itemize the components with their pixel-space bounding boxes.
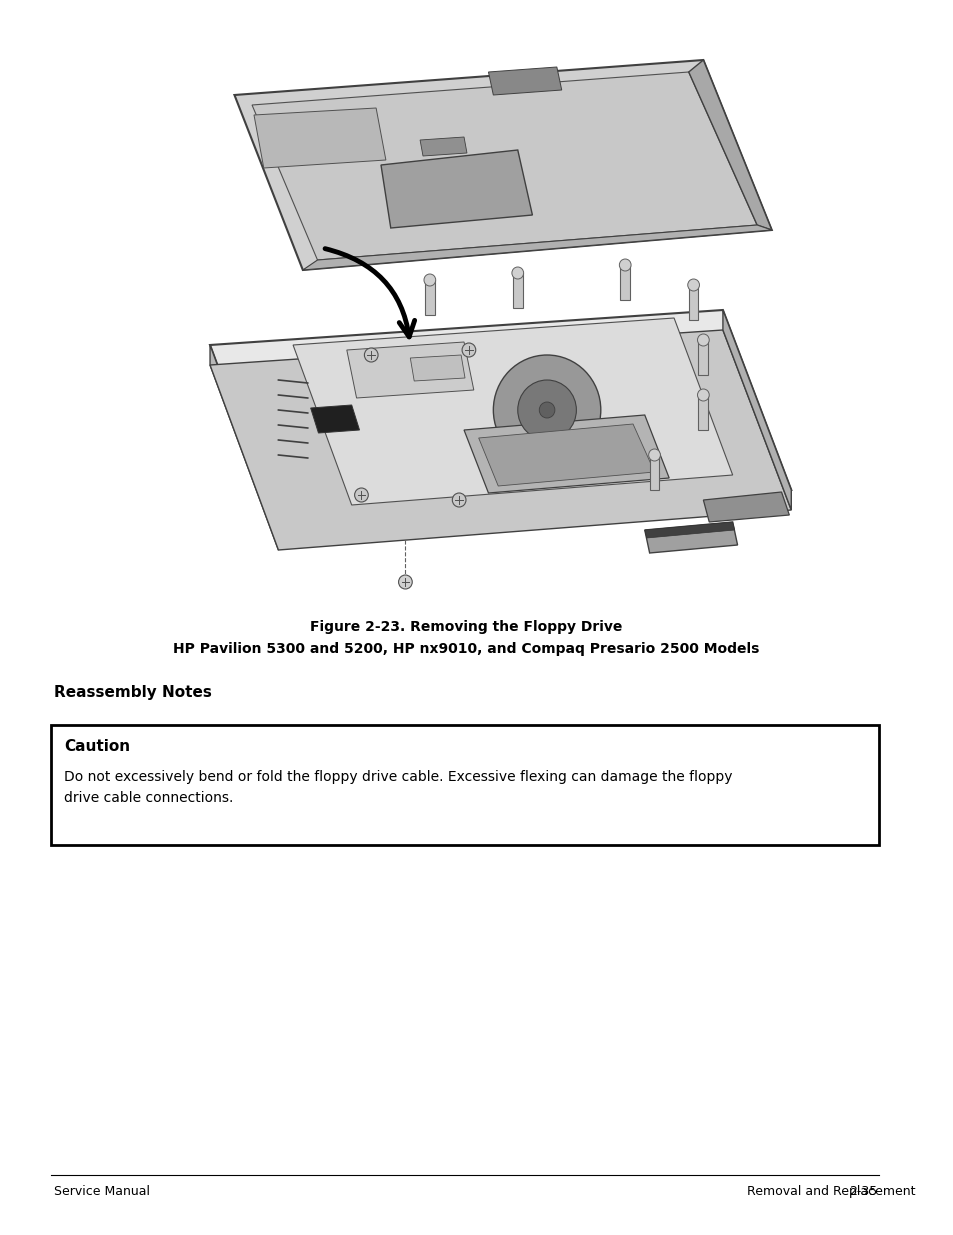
Circle shape bbox=[648, 450, 659, 461]
Polygon shape bbox=[424, 280, 435, 315]
Text: Reassembly Notes: Reassembly Notes bbox=[53, 685, 212, 700]
Circle shape bbox=[355, 488, 368, 501]
Polygon shape bbox=[311, 405, 359, 433]
Polygon shape bbox=[698, 395, 707, 430]
Polygon shape bbox=[488, 67, 561, 95]
Circle shape bbox=[493, 354, 600, 466]
Circle shape bbox=[618, 259, 631, 270]
Polygon shape bbox=[463, 415, 668, 493]
Polygon shape bbox=[252, 72, 757, 261]
Text: HP Pavilion 5300 and 5200, HP nx9010, and Compaq Presario 2500 Models: HP Pavilion 5300 and 5200, HP nx9010, an… bbox=[172, 642, 759, 656]
Polygon shape bbox=[210, 310, 790, 530]
Polygon shape bbox=[253, 107, 385, 168]
Text: Service Manual: Service Manual bbox=[53, 1186, 150, 1198]
Polygon shape bbox=[234, 61, 771, 270]
Polygon shape bbox=[478, 424, 654, 487]
Bar bbox=[51, 725, 879, 845]
Polygon shape bbox=[722, 310, 790, 510]
Polygon shape bbox=[347, 342, 474, 398]
Polygon shape bbox=[649, 454, 659, 490]
Polygon shape bbox=[688, 285, 698, 320]
Polygon shape bbox=[698, 340, 707, 375]
Circle shape bbox=[452, 493, 465, 508]
Circle shape bbox=[461, 343, 476, 357]
Polygon shape bbox=[210, 345, 278, 550]
Text: Caution: Caution bbox=[65, 739, 131, 755]
Polygon shape bbox=[302, 225, 771, 270]
Polygon shape bbox=[644, 522, 737, 553]
Polygon shape bbox=[513, 273, 522, 308]
Polygon shape bbox=[210, 330, 790, 550]
Circle shape bbox=[538, 403, 555, 417]
Circle shape bbox=[517, 380, 576, 440]
Circle shape bbox=[697, 333, 708, 346]
Polygon shape bbox=[380, 149, 532, 228]
Circle shape bbox=[398, 576, 412, 589]
Text: Removal and Replacement: Removal and Replacement bbox=[746, 1186, 915, 1198]
Circle shape bbox=[697, 389, 708, 401]
Text: Do not excessively bend or fold the floppy drive cable. Excessive flexing can da: Do not excessively bend or fold the flop… bbox=[65, 769, 732, 804]
Circle shape bbox=[512, 267, 523, 279]
Polygon shape bbox=[688, 61, 771, 230]
Text: Figure 2-23. Removing the Floppy Drive: Figure 2-23. Removing the Floppy Drive bbox=[310, 620, 621, 634]
Polygon shape bbox=[644, 522, 734, 538]
Polygon shape bbox=[619, 266, 629, 300]
Circle shape bbox=[423, 274, 436, 287]
Circle shape bbox=[687, 279, 699, 291]
Polygon shape bbox=[293, 317, 732, 505]
Polygon shape bbox=[410, 354, 464, 382]
Polygon shape bbox=[702, 492, 788, 522]
Circle shape bbox=[364, 348, 377, 362]
Text: 2-35: 2-35 bbox=[848, 1186, 877, 1198]
Polygon shape bbox=[419, 137, 466, 156]
